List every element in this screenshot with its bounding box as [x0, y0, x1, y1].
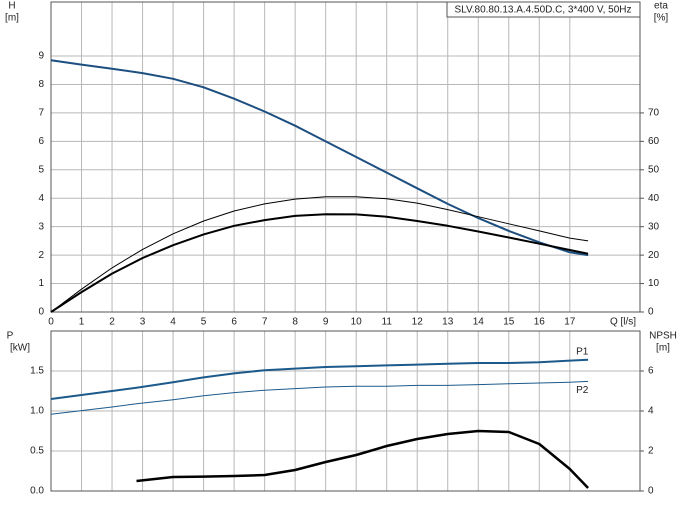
x-tick-label: 17 — [564, 317, 576, 328]
x-tick-label: 9 — [323, 317, 329, 328]
series-line — [50, 213, 589, 313]
y-tick-label: 0.5 — [30, 446, 44, 457]
y-tick-label: 5 — [38, 164, 44, 175]
chart-title: SLV.80.80.13.A.4.50D.C, 3*400 V, 50Hz — [455, 5, 632, 16]
y-tick-label: 3 — [38, 221, 44, 232]
y2-unit: [m] — [656, 343, 670, 354]
series-line — [50, 358, 589, 400]
x-tick-label: 11 — [382, 317, 393, 328]
y2-unit: [%] — [654, 13, 669, 24]
x-tick-label: 3 — [140, 317, 146, 328]
y-unit: [m] — [5, 13, 19, 24]
y-tick-label: 1 — [38, 278, 44, 289]
y2-tick-label: 60 — [648, 136, 660, 147]
y-tick-label: 0 — [38, 307, 44, 318]
y-tick-label: 1.0 — [30, 406, 44, 417]
x-label: Q [l/s] — [610, 317, 636, 328]
x-tick-label: 10 — [351, 317, 363, 328]
y-tick-label: 9 — [38, 51, 44, 62]
x-tick-label: 5 — [201, 317, 207, 328]
y2-tick-label: 0 — [648, 486, 654, 497]
y-tick-label: 7 — [38, 108, 44, 119]
series-line — [50, 380, 589, 415]
y-tick-label: 2 — [38, 250, 44, 261]
x-tick-label: 4 — [170, 317, 176, 328]
x-tick-label: 1 — [79, 317, 85, 328]
x-tick-label: 8 — [292, 317, 298, 328]
y-unit: [kW] — [10, 343, 30, 354]
x-tick-label: 7 — [262, 317, 268, 328]
plot-frame-top — [50, 1, 641, 313]
y-tick-label: 4 — [38, 193, 44, 204]
x-tick-label: 13 — [442, 317, 454, 328]
y2-tick-label: 0 — [648, 307, 654, 318]
y-label: H — [8, 1, 15, 12]
y2-tick-label: 2 — [648, 446, 654, 457]
y2-tick-label: 10 — [648, 278, 660, 289]
x-tick-label: 2 — [109, 317, 115, 328]
x-tick-label: 6 — [231, 317, 237, 328]
title-box — [446, 1, 641, 18]
x-tick-label: 0 — [48, 317, 54, 328]
y2-tick-label: 20 — [648, 250, 660, 261]
y2-tick-label: 4 — [648, 406, 654, 417]
y2-tick-label: 30 — [648, 221, 660, 232]
y2-tick-label: 6 — [648, 366, 654, 377]
y-label: P — [7, 331, 14, 342]
y2-label: eta — [654, 1, 668, 12]
y2-tick-label: 40 — [648, 193, 660, 204]
y2-tick-label: 50 — [648, 164, 660, 175]
series-label: P2 — [576, 385, 589, 396]
x-tick-label: 16 — [534, 317, 546, 328]
y2-label: NPSH — [649, 331, 677, 342]
series-line — [50, 59, 589, 257]
x-tick-label: 14 — [473, 317, 485, 328]
series-line — [136, 429, 590, 489]
y-tick-label: 1.5 — [30, 366, 44, 377]
x-tick-label: 15 — [503, 317, 515, 328]
series-line — [50, 196, 589, 313]
y-tick-label: 6 — [38, 136, 44, 147]
series-label: P1 — [576, 346, 589, 357]
y-tick-label: 8 — [38, 79, 44, 90]
y-tick-label: 0.0 — [30, 486, 44, 497]
y2-tick-label: 70 — [648, 108, 660, 119]
x-tick-label: 12 — [412, 317, 424, 328]
